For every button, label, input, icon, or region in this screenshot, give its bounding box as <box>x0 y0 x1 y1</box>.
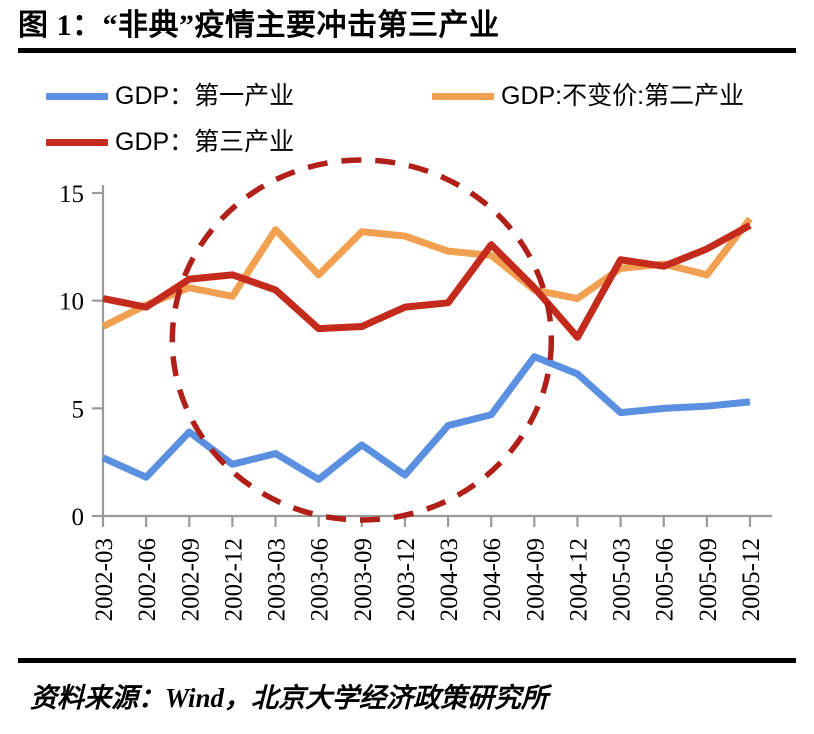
x-tick-label: 2002-03 <box>91 538 118 621</box>
source-text: 资料来源：Wind，北京大学经济政策研究所 <box>30 683 549 713</box>
series-line-1 <box>101 353 751 483</box>
page-title: 图 1：“非典”疫情主要冲击第三产业 <box>18 9 500 42</box>
figure-source-block: 资料来源：Wind，北京大学经济政策研究所 <box>30 676 800 726</box>
series-line-3 <box>102 222 752 341</box>
x-tick-label: 2003-12 <box>393 538 420 621</box>
x-tick-label: 2004-03 <box>436 538 463 621</box>
series-line-2 <box>101 216 753 330</box>
y-tick-label: 10 <box>59 289 84 316</box>
y-tick-label: 0 <box>72 504 85 531</box>
y-tick-label: 5 <box>72 396 85 423</box>
x-axis <box>101 514 772 527</box>
x-tick-label: 2002-12 <box>220 538 247 621</box>
x-tick-label: 2004-09 <box>522 538 549 621</box>
x-tick-label: 2003-03 <box>264 538 291 621</box>
x-tick-label: 2005-06 <box>652 538 679 621</box>
footer-divider <box>18 658 796 663</box>
x-tick-label: 2003-09 <box>350 538 377 621</box>
x-tick-label: 2004-12 <box>565 538 592 621</box>
sars-period-highlight-ellipse <box>169 157 555 523</box>
x-tick-label: 2002-09 <box>177 538 204 621</box>
annotation-ellipse <box>169 157 555 523</box>
y-axis: 0 5 10 15 <box>59 181 105 531</box>
x-axis-labels: 2002-03 2002-06 2002-09 2002-12 2003-03 2003-… <box>91 538 765 621</box>
y-tick-label: 15 <box>59 181 84 208</box>
x-tick-label: 2005-09 <box>695 538 722 621</box>
title-divider <box>18 48 796 53</box>
x-tick-label: 2005-03 <box>609 538 636 621</box>
x-tick-label: 2002-06 <box>134 538 161 621</box>
series-lines <box>101 216 753 483</box>
x-tick-label: 2005-12 <box>738 538 765 621</box>
x-tick-label: 2003-06 <box>307 538 334 621</box>
x-tick-label: 2004-06 <box>479 538 506 621</box>
figure-title-block: 图 1：“非典”疫情主要冲击第三产业 <box>18 6 796 50</box>
